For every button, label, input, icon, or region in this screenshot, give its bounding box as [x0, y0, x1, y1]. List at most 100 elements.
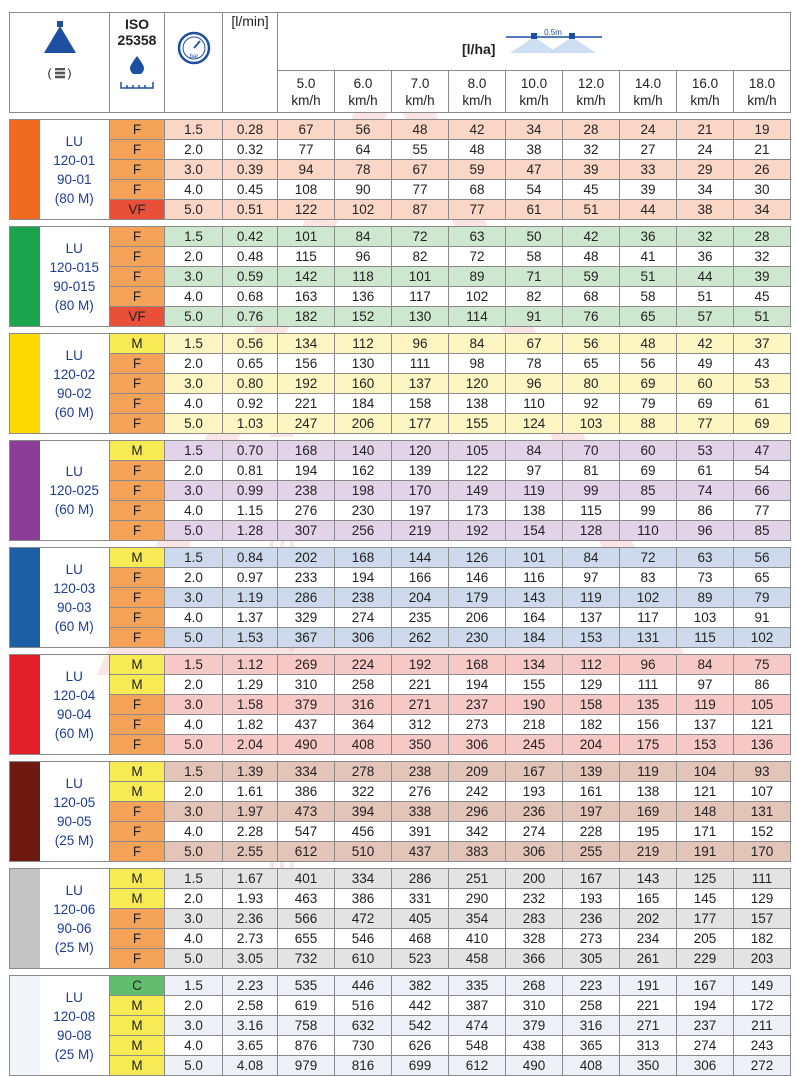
- speed-header-4: 10.0 km/h: [505, 70, 563, 113]
- pressure-cell: 1.5: [164, 119, 223, 140]
- rate-cell: 32: [562, 139, 620, 160]
- rate-cell: 251: [448, 868, 506, 889]
- nozzle-color-swatch: [9, 761, 40, 862]
- pressure-cell: 5.0: [164, 413, 223, 434]
- rate-cell: 379: [505, 1015, 563, 1036]
- rate-cell: 229: [676, 948, 734, 969]
- pressure-cell: 5.0: [164, 948, 223, 969]
- rate-cell: 115: [562, 500, 620, 521]
- droplet-class-cell: F: [109, 587, 165, 608]
- header-gap: [9, 112, 791, 120]
- rate-cell: 82: [505, 286, 563, 307]
- rate-cell: 94: [277, 159, 335, 180]
- rate-cell: 286: [277, 587, 335, 608]
- speed-unit: km/h: [519, 93, 549, 108]
- rate-cell: 110: [505, 393, 563, 414]
- nozzle-name-line: 90-01: [56, 171, 92, 187]
- rate-cell: 102: [619, 587, 677, 608]
- rate-cell: 367: [277, 627, 335, 648]
- rate-cell: 85: [732, 520, 792, 541]
- rate-cell: 111: [391, 353, 449, 374]
- droplet-class-cell: F: [109, 460, 165, 481]
- rate-cell: 269: [277, 654, 335, 675]
- rate-cell: 37: [732, 333, 792, 354]
- rate-cell: 128: [562, 520, 620, 541]
- droplet-class-cell: F: [109, 413, 165, 434]
- droplet-class-cell: F: [109, 393, 165, 414]
- speed-unit: km/h: [462, 93, 492, 108]
- rate-cell: 58: [619, 286, 677, 307]
- rate-cell: 510: [334, 841, 392, 862]
- table-row: F 5.0 2.55 612 510 437 383 306 255 219 191 170: [10, 841, 792, 862]
- rate-cell: 190: [505, 694, 563, 715]
- rate-cell: 238: [277, 480, 335, 501]
- rate-cell: 261: [619, 948, 677, 969]
- rate-cell: 197: [391, 500, 449, 521]
- table-row: F 4.0 0.68 163 136 117 102 82 68 58 51 45: [10, 286, 792, 307]
- rate-cell: 79: [619, 393, 677, 414]
- nozzle-thread-icon: (): [47, 66, 72, 80]
- table-row: F 3.0 0.59 142 118 101 89 71 59 51 44 39: [10, 266, 792, 287]
- droplet-class-cell: M: [109, 1055, 165, 1076]
- rate-cell: 61: [676, 460, 734, 481]
- rate-cell: 84: [505, 440, 563, 461]
- rate-cell: 523: [391, 948, 449, 969]
- rate-cell: 103: [562, 413, 620, 434]
- rate-cell: 110: [619, 520, 677, 541]
- rate-cell: 60: [619, 440, 677, 461]
- rate-cell: 21: [732, 139, 792, 160]
- rate-cell: 171: [676, 821, 734, 842]
- pressure-cell: 4.0: [164, 714, 223, 735]
- rate-cell: 99: [562, 480, 620, 501]
- rate-cell: 88: [619, 413, 677, 434]
- flow-cell: 0.76: [222, 306, 278, 327]
- rate-cell: 32: [676, 226, 734, 247]
- rate-cell: 24: [619, 119, 677, 140]
- rate-cell: 91: [505, 306, 563, 327]
- droplet-class-cell: F: [109, 567, 165, 588]
- rate-cell: 51: [619, 266, 677, 287]
- pressure-cell: 3.0: [164, 908, 223, 929]
- pressure-header: bar: [164, 12, 223, 113]
- table-row: F 5.0 1.03 247 206 177 155 124 103 88 77 69: [10, 413, 792, 434]
- rate-cell: 98: [448, 353, 506, 374]
- rate-cell: 205: [676, 928, 734, 949]
- rate-cell: 34: [505, 119, 563, 140]
- rate-cell: 236: [562, 908, 620, 929]
- rate-cell: 87: [391, 199, 449, 220]
- rate-cell: 139: [562, 761, 620, 782]
- iso-title: ISO: [124, 16, 150, 32]
- nozzle-color-swatch: [9, 333, 40, 434]
- droplet-class-cell: F: [109, 948, 165, 969]
- table-row: VF 5.0 0.51 122 102 87 77 61 51 44 38 34: [10, 199, 792, 220]
- rate-cell: 42: [676, 333, 734, 354]
- rate-cell: 54: [505, 179, 563, 200]
- droplet-class-cell: F: [109, 500, 165, 521]
- table-row: LU 120-025 (60 M) M 1.5 0.70 168 140 120 105 84 70 6…: [9, 440, 792, 541]
- rate-cell: 276: [277, 500, 335, 521]
- nozzle-name-line: LU: [65, 989, 83, 1005]
- rate-cell: 490: [505, 1055, 563, 1076]
- rate-cell: 490: [277, 734, 335, 755]
- flow-cell: 0.99: [222, 480, 278, 501]
- rate-cell: 119: [562, 587, 620, 608]
- rate-cell: 172: [732, 995, 792, 1016]
- rate-cell: 74: [676, 480, 734, 501]
- rate-cell: 67: [277, 119, 335, 140]
- rate-cell: 59: [448, 159, 506, 180]
- rate-cell: 70: [562, 440, 620, 461]
- rate-cell: 119: [619, 761, 677, 782]
- rate-cell: 626: [391, 1035, 449, 1056]
- rate-cell: 68: [562, 286, 620, 307]
- rate-cell: 238: [334, 587, 392, 608]
- rate-cell: 39: [562, 159, 620, 180]
- pressure-cell: 4.0: [164, 821, 223, 842]
- nozzle-name-line: LU: [65, 240, 83, 256]
- droplet-class-cell: M: [109, 1035, 165, 1056]
- rate-cell: 84: [448, 333, 506, 354]
- rate-cell: 237: [676, 1015, 734, 1036]
- flow-cell: 0.84: [222, 547, 278, 568]
- droplet-class-cell: M: [109, 333, 165, 354]
- droplet-class-cell: M: [109, 888, 165, 909]
- table-row: F 3.0 0.99 238 198 170 149 119 99 85 74 66: [10, 480, 792, 501]
